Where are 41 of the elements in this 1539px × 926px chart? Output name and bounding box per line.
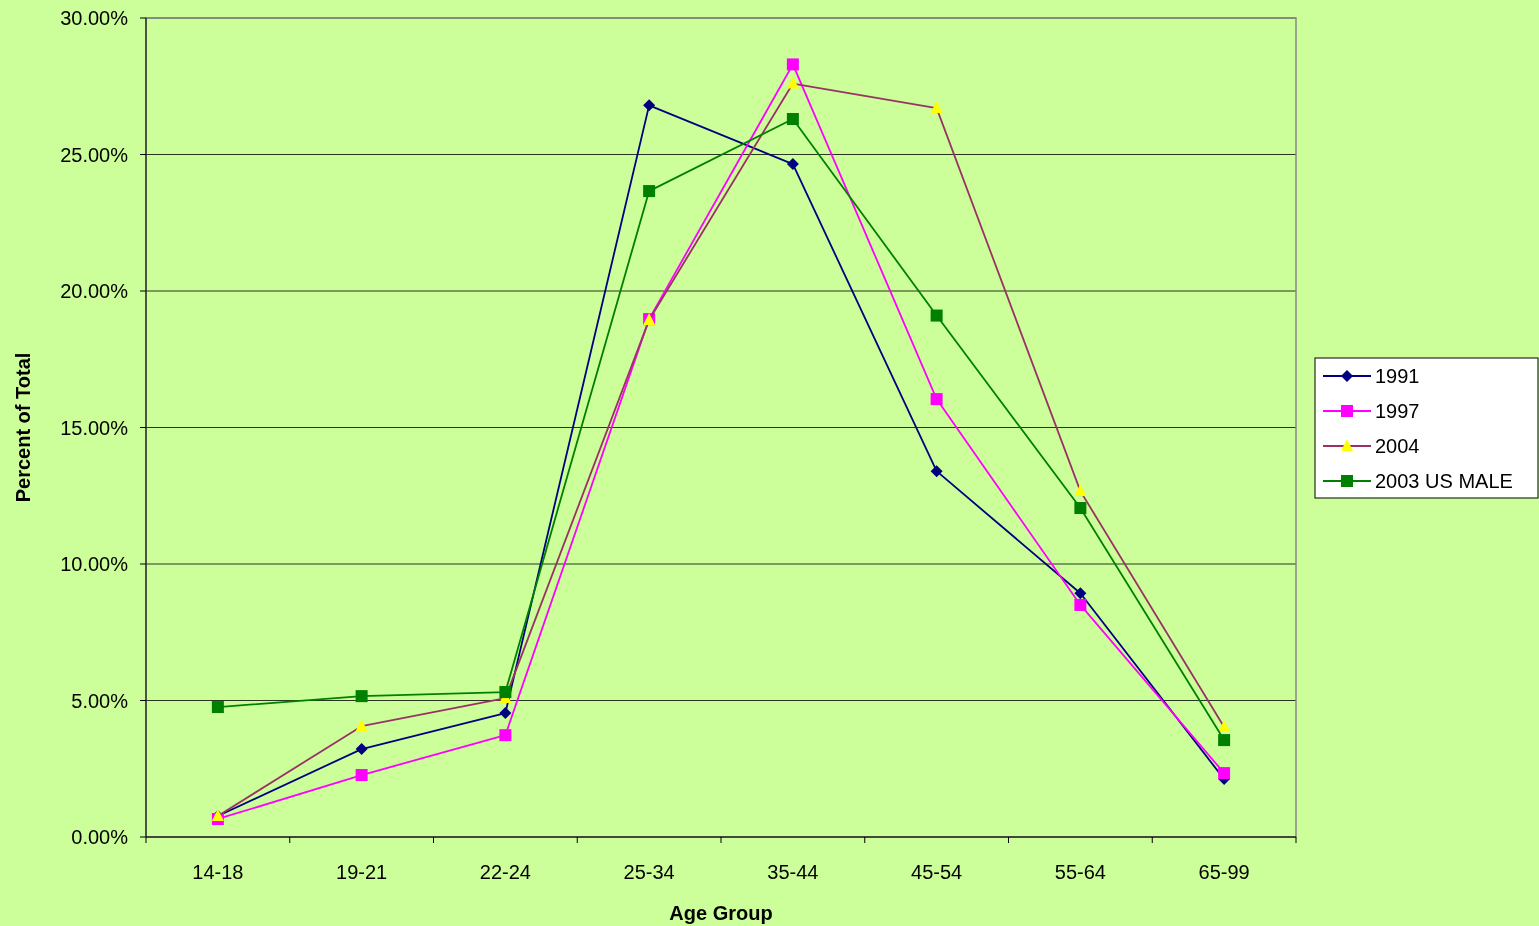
legend-label: 2003 US MALE bbox=[1375, 470, 1513, 492]
x-axis-title: Age Group bbox=[669, 902, 773, 924]
point bbox=[643, 185, 656, 198]
y-tick-label: 5.00% bbox=[71, 689, 129, 712]
point bbox=[355, 743, 368, 756]
y-axis-title: Percent of Total bbox=[12, 352, 34, 503]
point bbox=[930, 309, 943, 322]
y-tick-label: 30.00% bbox=[60, 7, 129, 29]
point bbox=[499, 686, 512, 699]
point bbox=[211, 701, 224, 714]
point bbox=[1074, 587, 1087, 600]
x-tick-label: 65-99 bbox=[1198, 861, 1250, 883]
y-tick-label: 0.00% bbox=[71, 826, 129, 848]
point bbox=[786, 113, 799, 126]
point bbox=[355, 769, 368, 782]
point bbox=[786, 58, 799, 71]
legend-label: 1991 bbox=[1375, 365, 1420, 387]
point bbox=[643, 99, 656, 112]
y-tick-label: 10.00% bbox=[60, 553, 129, 575]
x-tick-label: 55-64 bbox=[1054, 861, 1106, 883]
point bbox=[786, 158, 799, 171]
x-tick-label: 14-18 bbox=[192, 861, 244, 883]
point bbox=[499, 729, 512, 742]
point bbox=[1218, 734, 1231, 747]
x-tick-label: 45-54 bbox=[911, 861, 963, 883]
point bbox=[355, 690, 368, 703]
point bbox=[499, 707, 512, 720]
point bbox=[1074, 502, 1087, 515]
y-tick-label: 25.00% bbox=[60, 143, 129, 166]
x-tick-label: 22-24 bbox=[479, 861, 531, 883]
legend-label: 1997 bbox=[1375, 400, 1420, 422]
x-tick-label: 35-44 bbox=[767, 861, 819, 883]
x-tick-label: 25-34 bbox=[623, 861, 675, 883]
point bbox=[930, 393, 943, 406]
point bbox=[1218, 767, 1231, 780]
point bbox=[1074, 598, 1087, 611]
y-tick-label: 15.00% bbox=[60, 416, 129, 439]
y-tick-label: 20.00% bbox=[60, 280, 129, 302]
point bbox=[930, 465, 943, 478]
legend-label: 2004 bbox=[1375, 435, 1420, 457]
x-tick-label: 19-21 bbox=[336, 861, 388, 883]
